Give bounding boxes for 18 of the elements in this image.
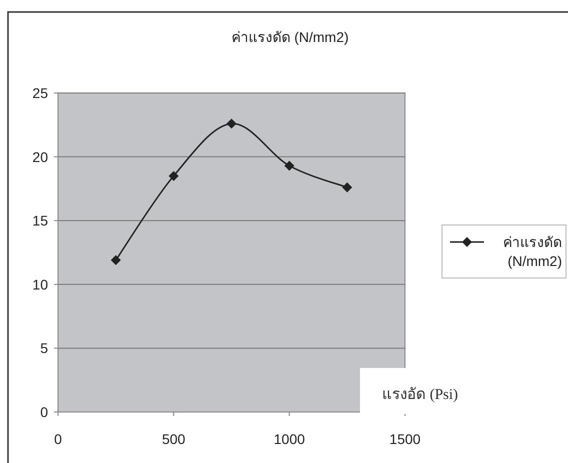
x-axis-title: แรงอัด (Psi) (382, 387, 458, 403)
legend-label: ค่าแรงดัด (N/mm2) (503, 234, 562, 269)
point (284, 160, 294, 171)
y-tick-label: 5 (40, 340, 48, 356)
x-tick-label: 1500 (389, 431, 421, 447)
x-tick-label: 0 (54, 431, 62, 447)
y-tick-label: 10 (32, 276, 48, 292)
point (226, 118, 236, 129)
y-tick-label: 20 (32, 148, 48, 165)
y-tick-label: 15 (32, 212, 48, 229)
y-tick-label: 0 (40, 404, 48, 420)
point (342, 182, 352, 192)
point (110, 255, 121, 266)
chart-title: ค่าแรงดัด (N/mm2) (231, 29, 349, 45)
x-tick-label: 1000 (274, 431, 306, 447)
x-tick-label: 500 (162, 431, 186, 447)
point (168, 170, 179, 181)
y-tick-label: 25 (32, 85, 48, 101)
